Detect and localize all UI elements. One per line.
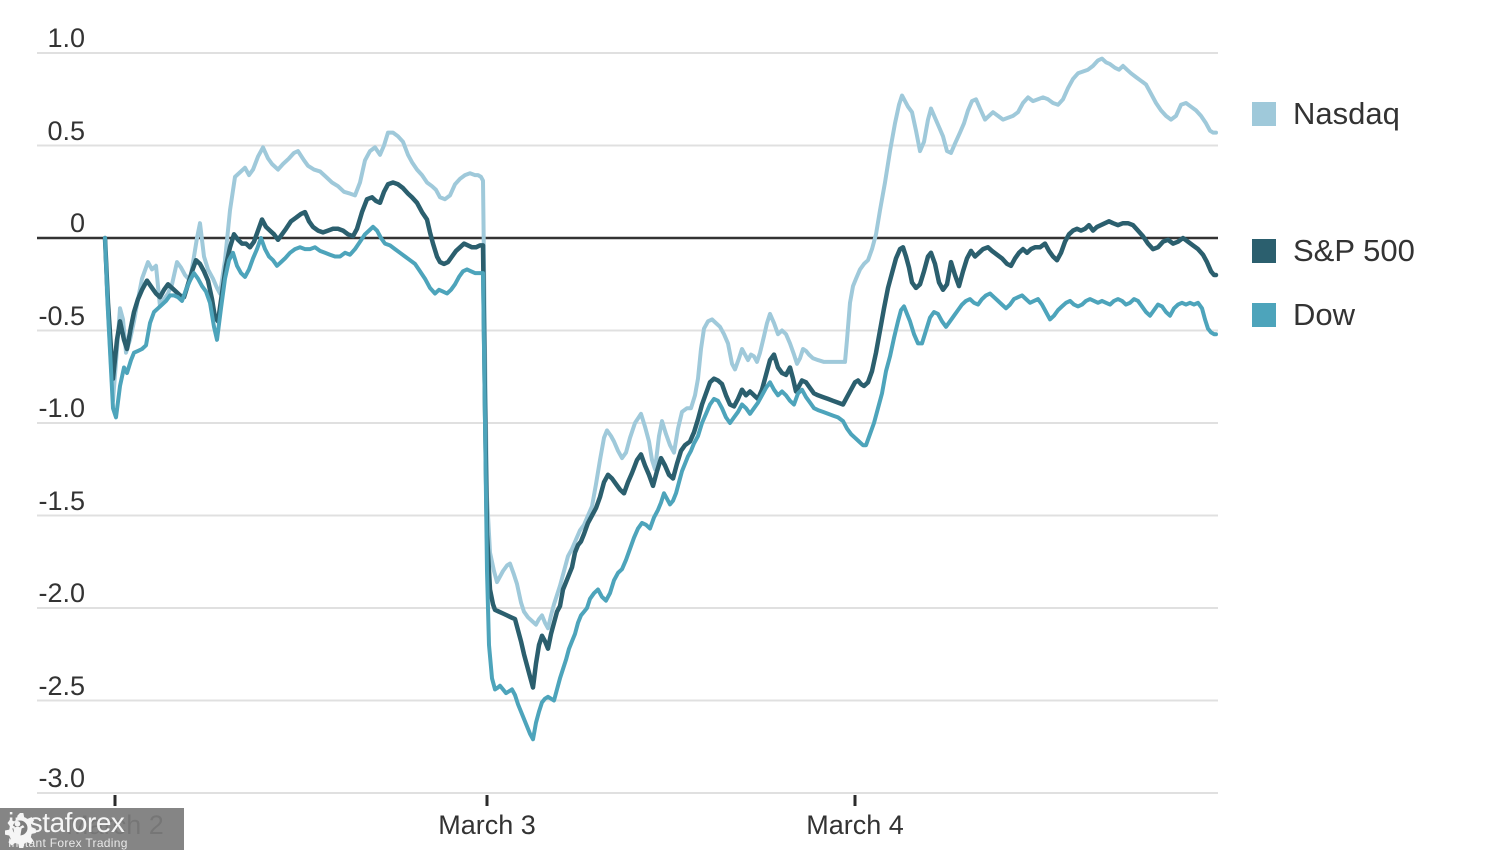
y-tick-label: -2.0: [38, 578, 85, 608]
y-tick-label: -1.5: [38, 485, 85, 516]
legend-label: S&P 500: [1293, 233, 1415, 268]
legend-item: Nasdaq: [1252, 96, 1400, 132]
x-tick-label: March 3: [438, 810, 536, 840]
instaforex-watermark: instaforex Instant Forex Trading: [0, 808, 184, 850]
y-tick-label: 0: [69, 208, 85, 238]
x-tick-label: March 4: [806, 810, 904, 840]
legend-swatch-icon: [1252, 102, 1276, 126]
watermark-tagline: Instant Forex Trading: [8, 835, 128, 850]
y-tick-label: -1.0: [38, 393, 85, 423]
series-line-s-p-500: [102, 180, 1219, 690]
series-line-dow: [103, 224, 1218, 742]
y-tick-label: 1.0: [47, 23, 85, 53]
legend-item: Dow: [1252, 297, 1355, 333]
legend-label: Nasdaq: [1293, 96, 1400, 131]
y-tick-label: -0.5: [38, 300, 85, 331]
y-tick-label: 0.5: [47, 115, 85, 146]
legend-label: Dow: [1293, 297, 1356, 332]
legend-item: S&P 500: [1252, 233, 1415, 269]
y-tick-label: -2.5: [38, 670, 85, 701]
series-line-nasdaq: [103, 56, 1218, 631]
legend-swatch-icon: [1252, 303, 1276, 327]
y-tick-label: -3.0: [38, 763, 85, 793]
legend-swatch-icon: [1252, 239, 1276, 263]
